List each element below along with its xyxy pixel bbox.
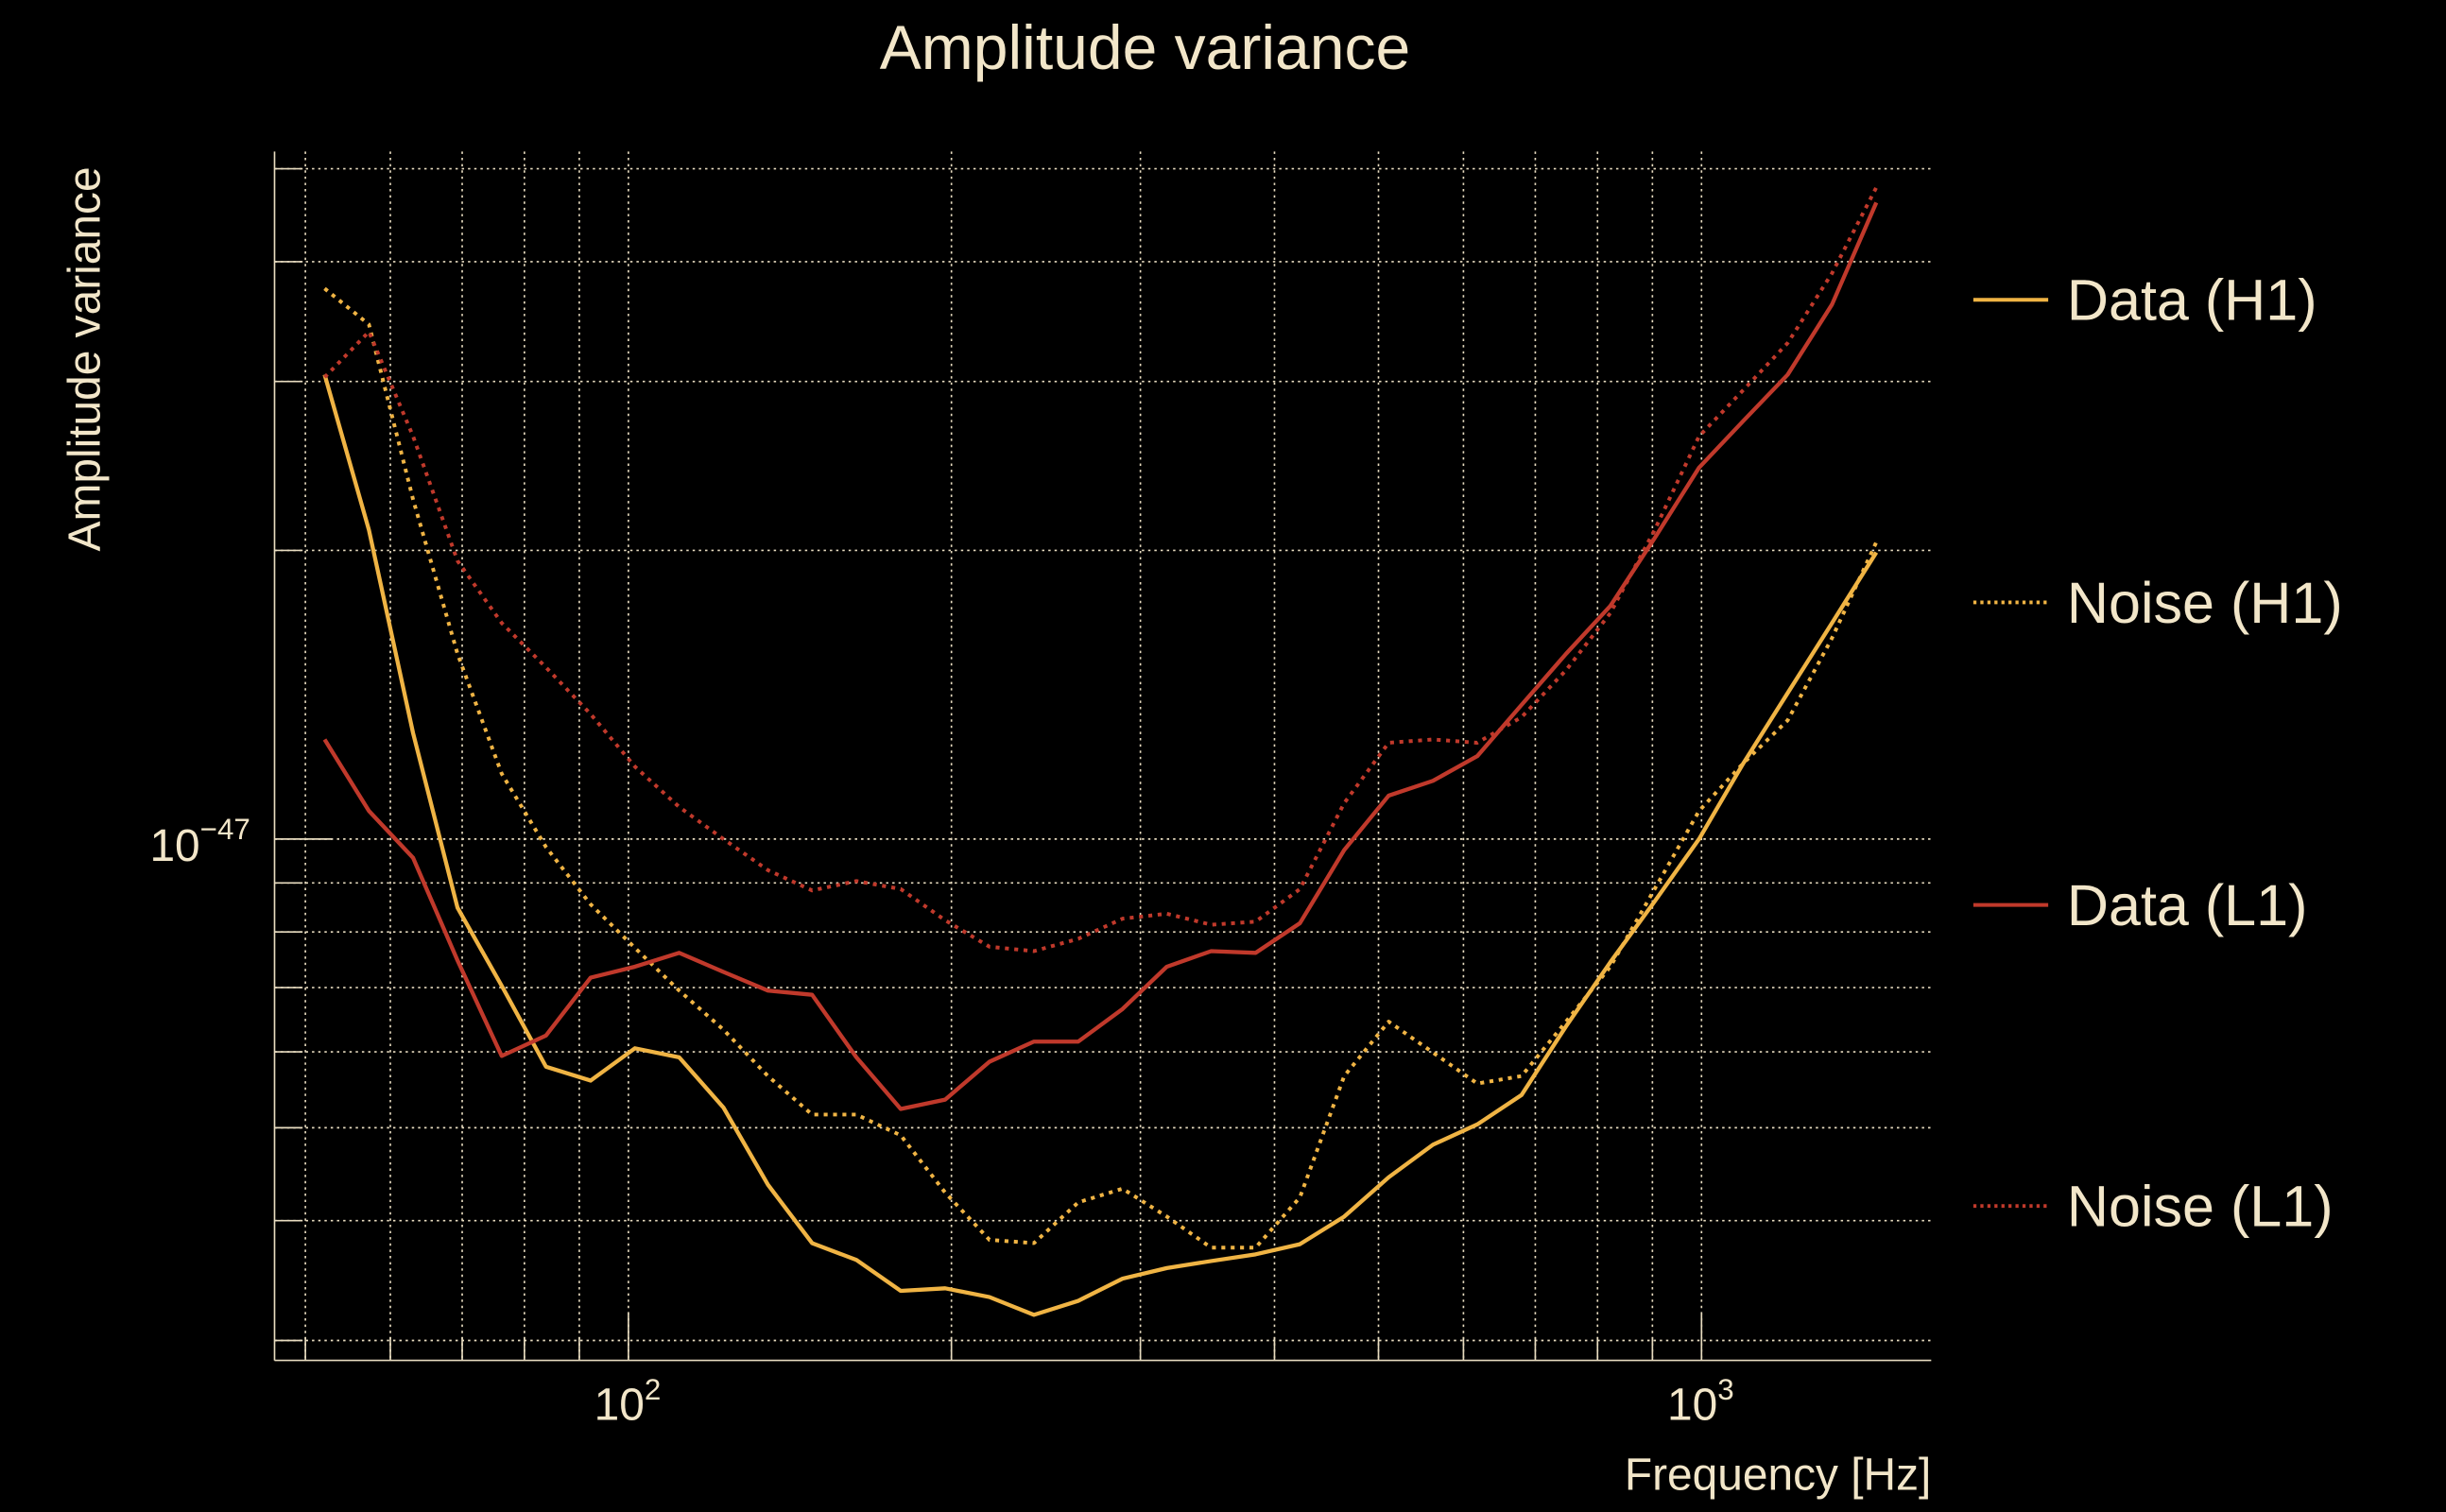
chart-title: Amplitude variance (880, 12, 1410, 82)
series-lines (322, 186, 1879, 1317)
legend-label: Data (H1) (2067, 268, 2317, 333)
y-axis-label: Amplitude variance (60, 166, 111, 551)
y-tick-label: 10−47 (149, 813, 250, 871)
x-tick-label: 102 (594, 1373, 662, 1430)
series-noise-l1 (323, 186, 1878, 954)
legend-label: Data (L1) (2067, 873, 2307, 937)
legend-label: Noise (L1) (2067, 1175, 2334, 1239)
grid-lines (274, 151, 1932, 1361)
x-axis-label: Frequency [Hz] (1625, 1451, 1931, 1501)
series-noise-h1 (323, 286, 1879, 1250)
legend: Data (H1) Noise (H1) Data (L1) Noise (L1) (1972, 268, 2343, 1239)
series-data-l1 (322, 201, 1879, 1111)
x-tick-label: 103 (1667, 1373, 1734, 1430)
axes (273, 151, 1932, 1362)
tick-labels: 102 103 10−47 (149, 813, 1733, 1430)
legend-label: Noise (H1) (2067, 571, 2343, 635)
